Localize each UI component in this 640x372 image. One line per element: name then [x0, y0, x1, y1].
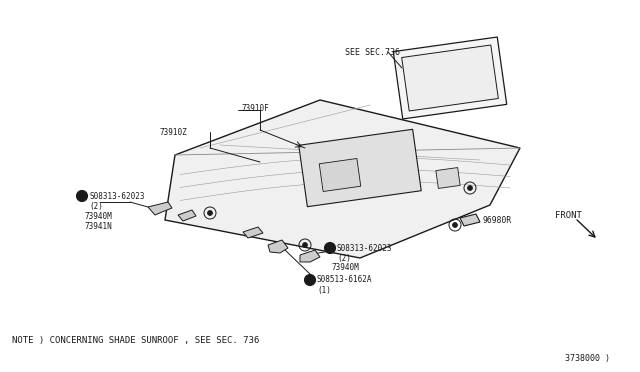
Text: 73941N: 73941N [84, 221, 112, 231]
Circle shape [77, 190, 88, 202]
Text: 73940M: 73940M [332, 263, 360, 273]
Text: (1): (1) [317, 285, 331, 295]
Circle shape [207, 211, 212, 215]
Text: S08313-62023: S08313-62023 [337, 244, 392, 253]
Text: 96980R: 96980R [483, 215, 512, 224]
Text: S: S [80, 193, 84, 199]
Text: SEE SEC.736: SEE SEC.736 [345, 48, 400, 57]
Text: (2): (2) [89, 202, 103, 211]
Polygon shape [402, 45, 499, 111]
Polygon shape [268, 240, 288, 253]
Polygon shape [300, 250, 320, 262]
Text: S08313-62023: S08313-62023 [89, 192, 145, 201]
Polygon shape [393, 37, 507, 119]
Text: NOTE ) CONCERNING SHADE SUNROOF , SEE SEC. 736: NOTE ) CONCERNING SHADE SUNROOF , SEE SE… [12, 336, 259, 344]
Circle shape [303, 243, 307, 247]
Circle shape [324, 243, 335, 253]
Text: 73940M: 73940M [84, 212, 112, 221]
Text: 3738000 ): 3738000 ) [565, 353, 610, 362]
Polygon shape [436, 167, 460, 189]
Circle shape [452, 222, 458, 228]
Circle shape [467, 186, 472, 190]
Text: 73910F: 73910F [242, 103, 269, 112]
Circle shape [305, 275, 316, 285]
Text: FRONT: FRONT [555, 211, 582, 219]
Polygon shape [243, 227, 263, 238]
Text: 73910Z: 73910Z [160, 128, 188, 137]
Polygon shape [319, 158, 361, 192]
Polygon shape [148, 202, 172, 215]
Polygon shape [460, 214, 480, 226]
Polygon shape [165, 100, 520, 258]
Polygon shape [299, 129, 421, 207]
Polygon shape [178, 210, 196, 221]
Text: S08513-6162A: S08513-6162A [317, 276, 372, 285]
Text: (2): (2) [337, 253, 351, 263]
